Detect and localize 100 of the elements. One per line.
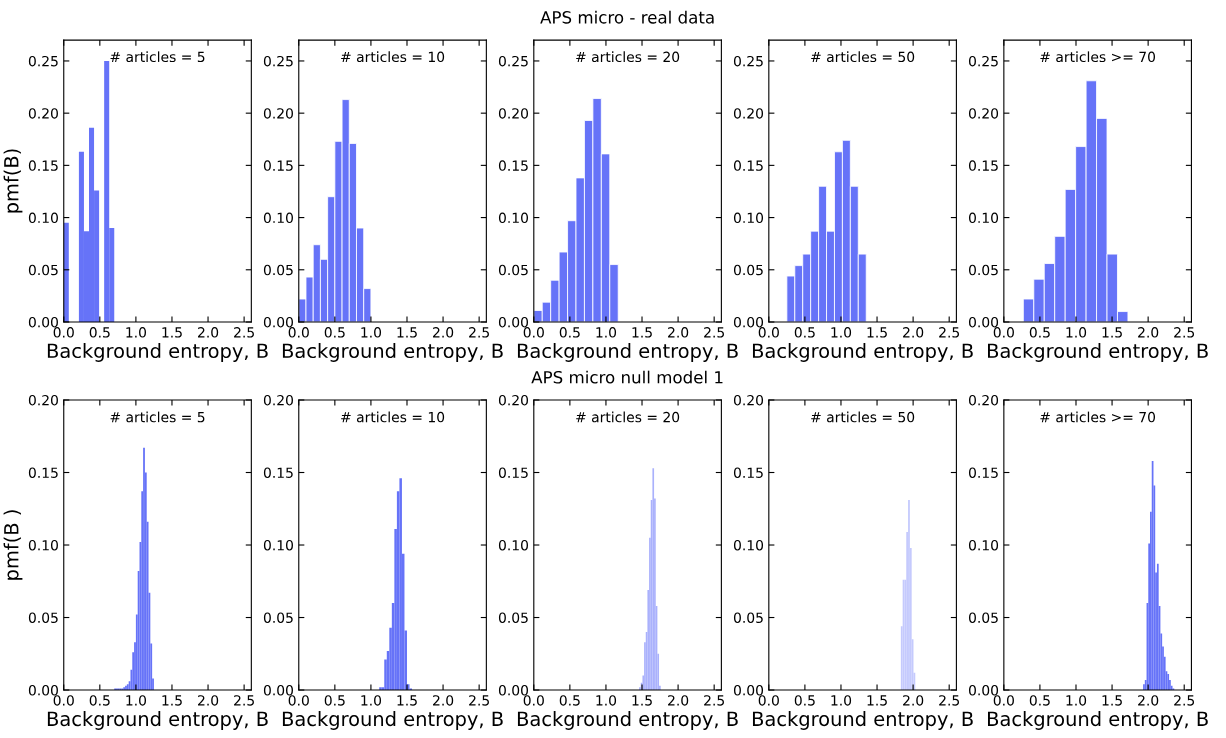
y-tick-label: 0.00	[498, 685, 529, 696]
x-tick-label: 0.5	[324, 695, 345, 706]
x-axis-title: Background entropy, B	[517, 343, 738, 362]
x-tick-label: 2.5	[704, 327, 724, 338]
x-tick-label: 1.0	[361, 327, 382, 338]
y-tick-label: 0.20	[968, 108, 999, 119]
x-axis-title: Background entropy, B	[752, 711, 973, 730]
y-tick-label: 0.05	[263, 264, 293, 276]
x-tick-label: 0.5	[324, 327, 345, 338]
x-tick-label: 1.0	[126, 695, 147, 706]
y-tick-label: 0.10	[28, 212, 58, 224]
x-tick-label: 0.0	[523, 695, 544, 706]
y-tick-label: 0.00	[28, 685, 58, 696]
x-tick-label: 0.0	[993, 327, 1014, 338]
x-tick-label: 0.0	[523, 327, 544, 338]
y-tick-label: 0.10	[733, 212, 764, 224]
annotation: # articles = 20	[576, 411, 680, 423]
x-tick-label: 2.5	[234, 327, 254, 338]
y-tick-label: 0.10	[263, 539, 293, 551]
annotation: # articles = 10	[341, 51, 445, 63]
y-tick-label: 0.25	[263, 55, 293, 67]
y-tick-label: 0.00	[733, 316, 764, 328]
x-axis-title: Background entropy, B	[752, 343, 973, 362]
x-tick-label: 2.5	[939, 695, 960, 706]
y-tick-label: 0.05	[498, 612, 528, 623]
annotation: # articles = 20	[576, 51, 680, 63]
x-tick-label: 2.0	[903, 695, 924, 706]
x-tick-label: 1.5	[867, 695, 887, 706]
x-tick-label: 2.5	[469, 327, 489, 338]
annotation: # articles = 5	[110, 411, 205, 423]
chart-title: APS micro null model 1	[531, 370, 723, 384]
x-tick-label: 2.5	[234, 695, 254, 706]
y-tick-label: 0.20	[263, 108, 293, 119]
y-tick-label: 0.10	[733, 539, 764, 551]
x-tick-label: 0.0	[288, 327, 309, 338]
x-tick-label: 1.0	[596, 327, 617, 338]
x-tick-label: 0.0	[758, 327, 779, 338]
x-tick-label: 1.0	[1066, 327, 1087, 338]
y-tick-label: 0.10	[968, 212, 999, 224]
y-tick-label: 0.00	[28, 316, 58, 328]
y-tick-label: 0.15	[733, 467, 763, 478]
y-tick-label: 0.10	[498, 212, 529, 224]
chart-title: APS micro - real data	[540, 10, 714, 24]
y-tick-label: 0.15	[28, 160, 58, 171]
x-tick-label: 1.0	[831, 327, 852, 338]
x-tick-label: 1.5	[867, 327, 887, 338]
x-tick-label: 1.5	[632, 327, 652, 338]
annotation: # articles = 50	[811, 411, 915, 423]
y-tick-label: 0.15	[263, 160, 293, 171]
x-tick-label: 1.5	[632, 695, 652, 706]
y-tick-label: 0.15	[498, 160, 528, 171]
y-tick-label: 0.05	[733, 264, 763, 276]
x-axis-title: Background entropy, B	[988, 343, 1208, 362]
x-tick-label: 2.0	[668, 327, 689, 338]
annotation: # articles = 10	[341, 411, 445, 423]
x-tick-label: 1.5	[397, 327, 417, 338]
x-axis-title: Background entropy, B	[517, 711, 738, 730]
x-tick-label: 0.5	[794, 327, 815, 338]
x-tick-label: 0.0	[53, 695, 74, 706]
y-tick-label: 0.05	[498, 264, 528, 276]
y-axis-title: pmf(B )	[3, 510, 23, 580]
y-tick-label: 0.20	[498, 108, 529, 119]
y-tick-label: 0.10	[498, 539, 529, 551]
annotation: # articles >= 70	[1040, 51, 1156, 63]
y-tick-label: 0.25	[28, 55, 58, 67]
y-tick-label: 0.25	[498, 55, 528, 67]
y-tick-label: 0.05	[28, 264, 58, 276]
x-tick-label: 2.5	[704, 695, 724, 706]
y-axis-title: pmf(B)	[3, 149, 23, 213]
x-tick-label: 2.0	[668, 695, 689, 706]
x-tick-label: 1.5	[1102, 327, 1122, 338]
y-tick-label: 0.15	[968, 467, 998, 478]
x-tick-label: 1.5	[1102, 695, 1122, 706]
x-tick-label: 2.5	[939, 327, 960, 338]
x-tick-label: 2.0	[433, 695, 454, 706]
y-tick-label: 0.20	[28, 108, 58, 119]
x-tick-label: 0.0	[758, 695, 779, 706]
y-tick-label: 0.15	[968, 160, 998, 171]
x-tick-label: 1.5	[162, 327, 182, 338]
x-tick-label: 1.5	[397, 695, 417, 706]
y-tick-label: 0.05	[968, 264, 998, 276]
x-axis-title: Background entropy, B	[282, 343, 503, 362]
y-tick-label: 0.25	[968, 55, 998, 67]
x-tick-label: 2.0	[1138, 695, 1159, 706]
y-tick-label: 0.00	[263, 685, 293, 696]
x-tick-label: 0.5	[1029, 327, 1050, 338]
x-axis-title: Background entropy, B	[47, 343, 268, 362]
y-tick-label: 0.20	[263, 394, 293, 406]
y-tick-label: 0.00	[968, 685, 999, 696]
y-tick-label: 0.20	[498, 394, 529, 406]
y-tick-label: 0.15	[28, 467, 58, 478]
x-tick-label: 1.5	[162, 695, 182, 706]
x-tick-label: 2.0	[198, 327, 219, 338]
x-tick-label: 0.5	[89, 327, 110, 338]
y-tick-label: 0.10	[968, 539, 999, 551]
annotation: # articles = 50	[811, 51, 915, 63]
x-tick-label: 0.5	[89, 695, 110, 706]
y-tick-label: 0.20	[733, 394, 764, 406]
annotation: # articles = 5	[110, 51, 205, 63]
y-tick-label: 0.15	[263, 467, 293, 478]
